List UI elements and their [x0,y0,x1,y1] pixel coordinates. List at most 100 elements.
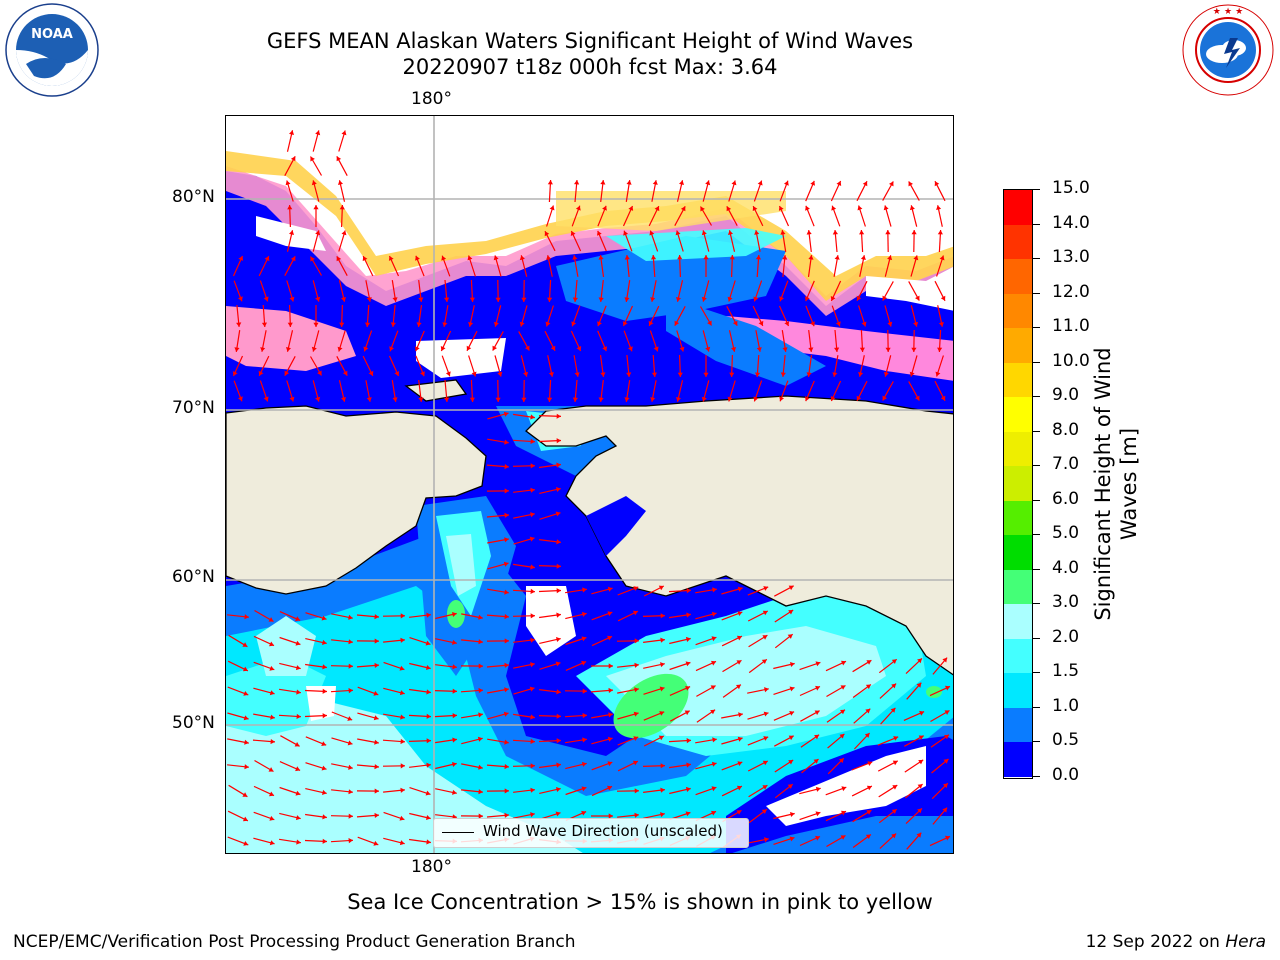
arrow-head [939,255,945,261]
arrow-head [236,322,242,327]
arrow-head [810,321,815,327]
arrow-head [374,812,379,818]
arrow-head [452,612,457,617]
credit-text: NCEP/EMC/Verification Post Processing Pr… [13,932,576,952]
arrow-head [521,397,527,402]
arrow-head [600,180,606,185]
colorbar-segment [1004,500,1032,536]
arrow-head [322,639,327,645]
arrow-head [686,762,691,768]
arrow-head [634,638,639,644]
arrow-head [574,180,580,185]
arrow-head [374,638,379,644]
arrow-head [504,488,509,494]
arrow-head [738,712,743,718]
arrow-head [882,395,887,401]
arrow-head [788,585,794,591]
arrow-head [478,764,483,770]
arrow-head [891,833,897,839]
arrow-head [426,665,431,670]
colorbar-tick-mark [1033,189,1040,190]
map-panel [225,115,954,854]
arrow-head [426,612,431,618]
arrow-head [504,764,509,770]
arrow-head [426,839,431,845]
arrow-head [945,835,950,841]
arrow-head [712,737,717,743]
arrow-head [805,396,810,402]
arrow-head [814,734,820,740]
arrow-head [400,738,405,745]
arrow-head [317,370,322,376]
arrow-head [634,812,639,818]
arrow-head [916,682,922,688]
arrow-head [701,396,707,402]
arrow-head [348,789,353,795]
arrow-head [626,180,632,185]
arrow-head [504,739,509,745]
arrow-head [289,230,294,235]
arrow-head [859,230,865,235]
arrow-head [788,610,794,615]
arrow-head [243,841,249,846]
colorbar-tick-label: 5.0 [1052,523,1080,544]
arrow-head [570,231,576,236]
arrow-head [919,710,925,716]
arrow-head [399,815,405,821]
arrow-head [703,255,709,260]
arrow-head [737,736,743,742]
arrow-head [374,788,379,794]
arrow-head [649,230,655,236]
arrow-head [337,346,343,352]
arrow-head [493,255,499,261]
arrow-head [269,690,275,696]
arrow-head [660,812,665,818]
colorbar-tick-label: 4.0 [1052,557,1080,578]
arrow-head [581,810,587,816]
colorbar-tick-mark [1033,292,1040,294]
colorbar-segment [1004,224,1032,260]
arrow-head [310,156,315,162]
arrow-head [504,687,509,693]
arrow-head [478,663,483,669]
arrow-head [504,512,509,518]
arrow-head [917,808,922,814]
arrow-head [840,685,846,690]
arrow-head [841,786,847,792]
arrow-head [764,837,769,843]
arrow-head [841,810,846,816]
colorbar-tick-label: 6.0 [1052,488,1080,509]
arrow-head [891,809,897,814]
arrow-head [503,561,509,567]
arrow-head [576,346,582,351]
arrow-head [311,180,317,186]
arrow-head [660,637,665,643]
arrow-head [285,180,291,186]
colorbar-tick-label: 2.0 [1052,626,1080,647]
colorbar-tick-mark [1033,637,1040,639]
colorbar-tick-label: 8.0 [1052,419,1080,440]
run-date-text: 12 Sep 2022 on [1085,932,1220,952]
arrow-head [242,642,248,647]
arrow-head [865,834,871,840]
arrow-head [729,255,735,260]
arrow-head [495,397,501,402]
arrow-head [806,230,812,235]
arrow-head [295,790,301,796]
colorbar-segment [1004,362,1032,398]
arrow-head [418,397,424,402]
arrow-head [548,372,554,377]
arrow-head [365,322,371,327]
arrow-head [710,709,716,715]
arrow-head [530,787,535,793]
legend-label: Wind Wave Direction (unscaled) [483,822,723,840]
colorbar-tick-mark [1033,706,1040,708]
arrow-head [530,487,535,493]
arrow-head [815,811,821,817]
arrow-head [701,296,707,302]
arrow-head [441,255,447,261]
chart-title: GEFS MEAN Alaskan Waters Significant Hei… [266,29,914,53]
arrow-head [937,347,943,352]
arrow-head [677,255,683,260]
map-legend: Wind Wave Direction (unscaled) [433,818,749,848]
